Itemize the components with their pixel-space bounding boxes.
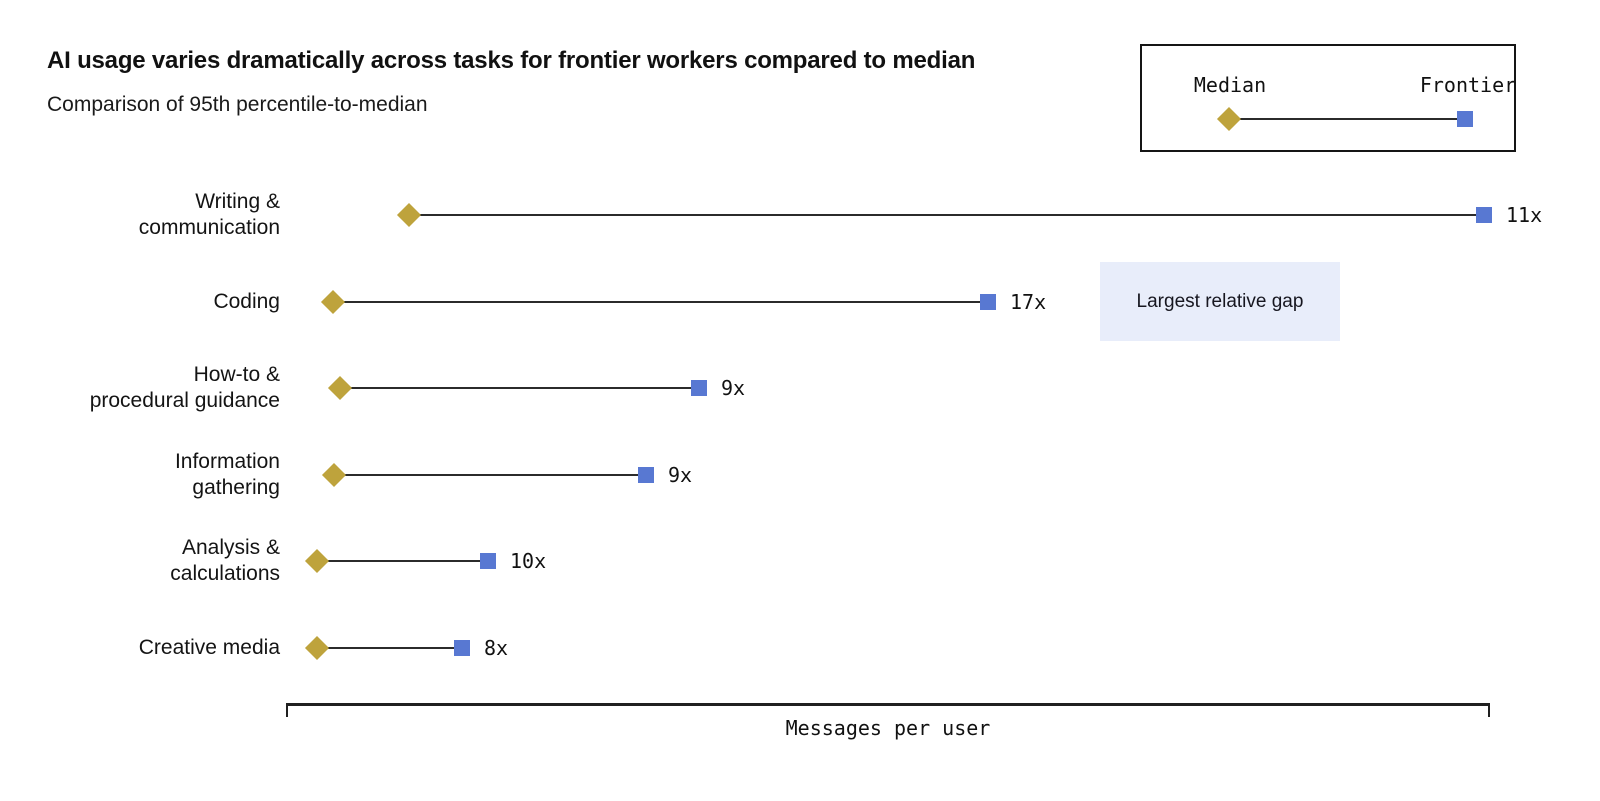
annotation-largest-gap: Largest relative gap: [1100, 262, 1340, 341]
connector-line: [317, 647, 462, 649]
category-label: Writing & communication: [139, 189, 280, 241]
category-label-line: Analysis &: [181, 536, 280, 559]
median-diamond-icon: [327, 375, 353, 401]
category-label-line: Coding: [213, 290, 280, 313]
ratio-label: 9x: [668, 463, 693, 487]
chart-title: AI usage varies dramatically across task…: [47, 47, 976, 74]
ratio-label: 8x: [484, 636, 509, 660]
ratio-label: 17x: [1010, 290, 1047, 314]
connector-line: [317, 560, 488, 562]
category-label-line: How-to &: [193, 363, 280, 386]
median-diamond-icon: [304, 548, 330, 574]
median-diamond-icon: [320, 289, 346, 315]
category-label-line: Writing &: [195, 190, 280, 213]
category-label-line: communication: [138, 216, 280, 239]
x-axis-label: Messages per user: [785, 716, 991, 740]
legend: Median Frontier: [1140, 44, 1516, 152]
connector-line: [334, 474, 646, 476]
connector-line: [333, 301, 988, 303]
category-label-line: gathering: [192, 476, 280, 499]
legend-connector-line: [1229, 118, 1465, 120]
category-label-line: calculations: [170, 562, 280, 585]
category-label: Information gathering: [175, 449, 280, 501]
median-diamond-icon: [321, 462, 347, 488]
category-label-line: Information: [174, 450, 280, 473]
frontier-square-icon: [638, 467, 654, 483]
frontier-square-icon: [454, 640, 470, 656]
category-label: How-to & procedural guidance: [90, 362, 280, 414]
category-label: Analysis & calculations: [170, 535, 280, 587]
category-label-line: Creative media: [138, 636, 280, 659]
connector-line: [409, 214, 1484, 216]
category-label: Coding: [213, 289, 280, 315]
frontier-square-icon: [480, 553, 496, 569]
connector-line: [340, 387, 699, 389]
frontier-square-icon: [1457, 111, 1473, 127]
frontier-square-icon: [980, 294, 996, 310]
category-label-line: procedural guidance: [89, 389, 280, 412]
frontier-square-icon: [1476, 207, 1492, 223]
frontier-square-icon: [691, 380, 707, 396]
median-diamond-icon: [304, 635, 330, 661]
legend-label-frontier: Frontier: [1419, 73, 1517, 97]
ratio-label: 9x: [721, 376, 746, 400]
ratio-label: 11x: [1506, 203, 1543, 227]
legend-label-median: Median: [1193, 73, 1267, 97]
ratio-label: 10x: [510, 549, 547, 573]
median-diamond-icon: [1216, 106, 1242, 132]
chart-subtitle: Comparison of 95th percentile-to-median: [47, 93, 428, 116]
x-axis-bracket: [286, 703, 1490, 717]
category-label: Creative media: [139, 635, 280, 661]
median-diamond-icon: [396, 202, 422, 228]
